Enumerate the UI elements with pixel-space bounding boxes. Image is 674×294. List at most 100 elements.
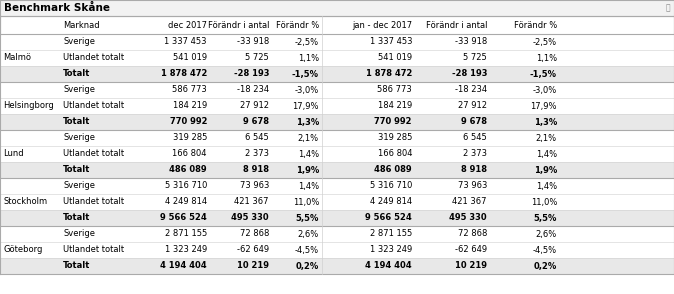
Text: Totalt: Totalt <box>63 69 90 78</box>
Text: -18 234: -18 234 <box>237 86 269 94</box>
Text: 586 773: 586 773 <box>173 86 207 94</box>
Text: ⮧: ⮧ <box>665 4 670 13</box>
Text: 586 773: 586 773 <box>377 86 412 94</box>
Text: 2 373: 2 373 <box>463 150 487 158</box>
Text: 10 219: 10 219 <box>237 261 269 270</box>
Text: 486 089: 486 089 <box>169 166 207 175</box>
Text: 2 373: 2 373 <box>245 150 269 158</box>
Text: Totalt: Totalt <box>63 213 90 223</box>
Text: Göteborg: Göteborg <box>3 245 42 255</box>
Text: 541 019: 541 019 <box>378 54 412 63</box>
Bar <box>0 16 674 34</box>
Bar <box>0 146 674 162</box>
Text: 5 725: 5 725 <box>463 54 487 63</box>
Text: -18 234: -18 234 <box>455 86 487 94</box>
Text: 27 912: 27 912 <box>240 101 269 111</box>
Text: -1,5%: -1,5% <box>530 69 557 78</box>
Text: 4 249 814: 4 249 814 <box>165 198 207 206</box>
Text: dec 2017: dec 2017 <box>168 21 207 29</box>
Text: -1,5%: -1,5% <box>292 69 319 78</box>
Text: 1 337 453: 1 337 453 <box>369 38 412 46</box>
Text: 319 285: 319 285 <box>173 133 207 143</box>
Text: 495 330: 495 330 <box>450 213 487 223</box>
Text: 770 992: 770 992 <box>375 118 412 126</box>
Bar <box>0 34 674 50</box>
Text: 5,5%: 5,5% <box>534 213 557 223</box>
Text: Utlandet totalt: Utlandet totalt <box>63 54 124 63</box>
Text: -62 649: -62 649 <box>455 245 487 255</box>
Text: 1,3%: 1,3% <box>534 118 557 126</box>
Text: 11,0%: 11,0% <box>293 198 319 206</box>
Text: Förändr %: Förändr % <box>276 21 319 29</box>
Text: 1 878 472: 1 878 472 <box>160 69 207 78</box>
Text: -33 918: -33 918 <box>455 38 487 46</box>
Bar <box>0 162 674 178</box>
Bar <box>0 0 674 16</box>
Text: 421 367: 421 367 <box>235 198 269 206</box>
Bar <box>0 82 674 98</box>
Text: 8 918: 8 918 <box>461 166 487 175</box>
Text: -3,0%: -3,0% <box>532 86 557 94</box>
Text: 2 871 155: 2 871 155 <box>370 230 412 238</box>
Text: Marknad: Marknad <box>63 21 100 29</box>
Text: 1 878 472: 1 878 472 <box>365 69 412 78</box>
Text: 8 918: 8 918 <box>243 166 269 175</box>
Text: 1 323 249: 1 323 249 <box>370 245 412 255</box>
Text: Sverige: Sverige <box>63 181 95 191</box>
Text: Lund: Lund <box>3 150 24 158</box>
Bar <box>0 98 674 114</box>
Text: Stockholm: Stockholm <box>3 198 47 206</box>
Text: 1 337 453: 1 337 453 <box>164 38 207 46</box>
Text: 4 249 814: 4 249 814 <box>370 198 412 206</box>
Text: -28 193: -28 193 <box>233 69 269 78</box>
Text: Sverige: Sverige <box>63 38 95 46</box>
Text: Sverige: Sverige <box>63 133 95 143</box>
Text: Totalt: Totalt <box>63 261 90 270</box>
Text: 11,0%: 11,0% <box>530 198 557 206</box>
Text: 9 566 524: 9 566 524 <box>365 213 412 223</box>
Text: -2,5%: -2,5% <box>533 38 557 46</box>
Text: Malmö: Malmö <box>3 54 31 63</box>
Text: 5 316 710: 5 316 710 <box>369 181 412 191</box>
Text: 6 545: 6 545 <box>245 133 269 143</box>
Text: 1,9%: 1,9% <box>534 166 557 175</box>
Text: 5 725: 5 725 <box>245 54 269 63</box>
Bar <box>0 258 674 274</box>
Text: Sverige: Sverige <box>63 230 95 238</box>
Bar <box>0 194 674 210</box>
Text: 166 804: 166 804 <box>173 150 207 158</box>
Bar <box>0 178 674 194</box>
Text: Benchmark Skåne: Benchmark Skåne <box>4 3 110 13</box>
Text: -4,5%: -4,5% <box>295 245 319 255</box>
Text: 319 285: 319 285 <box>377 133 412 143</box>
Text: Totalt: Totalt <box>63 166 90 175</box>
Text: 770 992: 770 992 <box>169 118 207 126</box>
Text: 2,6%: 2,6% <box>298 230 319 238</box>
Bar <box>0 114 674 130</box>
Text: 9 566 524: 9 566 524 <box>160 213 207 223</box>
Text: 9 678: 9 678 <box>461 118 487 126</box>
Text: -33 918: -33 918 <box>237 38 269 46</box>
Text: 27 912: 27 912 <box>458 101 487 111</box>
Text: jan - dec 2017: jan - dec 2017 <box>352 21 412 29</box>
Text: 1,3%: 1,3% <box>296 118 319 126</box>
Text: 2 871 155: 2 871 155 <box>164 230 207 238</box>
Text: -28 193: -28 193 <box>452 69 487 78</box>
Text: 1 323 249: 1 323 249 <box>164 245 207 255</box>
Text: -2,5%: -2,5% <box>295 38 319 46</box>
Text: 4 194 404: 4 194 404 <box>365 261 412 270</box>
Text: Totalt: Totalt <box>63 118 90 126</box>
Text: 17,9%: 17,9% <box>293 101 319 111</box>
Text: 6 545: 6 545 <box>463 133 487 143</box>
Bar <box>0 226 674 242</box>
Text: 73 963: 73 963 <box>240 181 269 191</box>
Text: -4,5%: -4,5% <box>533 245 557 255</box>
Text: Förändr i antal: Förändr i antal <box>208 21 269 29</box>
Text: -62 649: -62 649 <box>237 245 269 255</box>
Text: 5,5%: 5,5% <box>296 213 319 223</box>
Text: 1,4%: 1,4% <box>536 181 557 191</box>
Text: Utlandet totalt: Utlandet totalt <box>63 198 124 206</box>
Text: 72 868: 72 868 <box>458 230 487 238</box>
Text: 184 219: 184 219 <box>377 101 412 111</box>
Text: 1,4%: 1,4% <box>298 181 319 191</box>
